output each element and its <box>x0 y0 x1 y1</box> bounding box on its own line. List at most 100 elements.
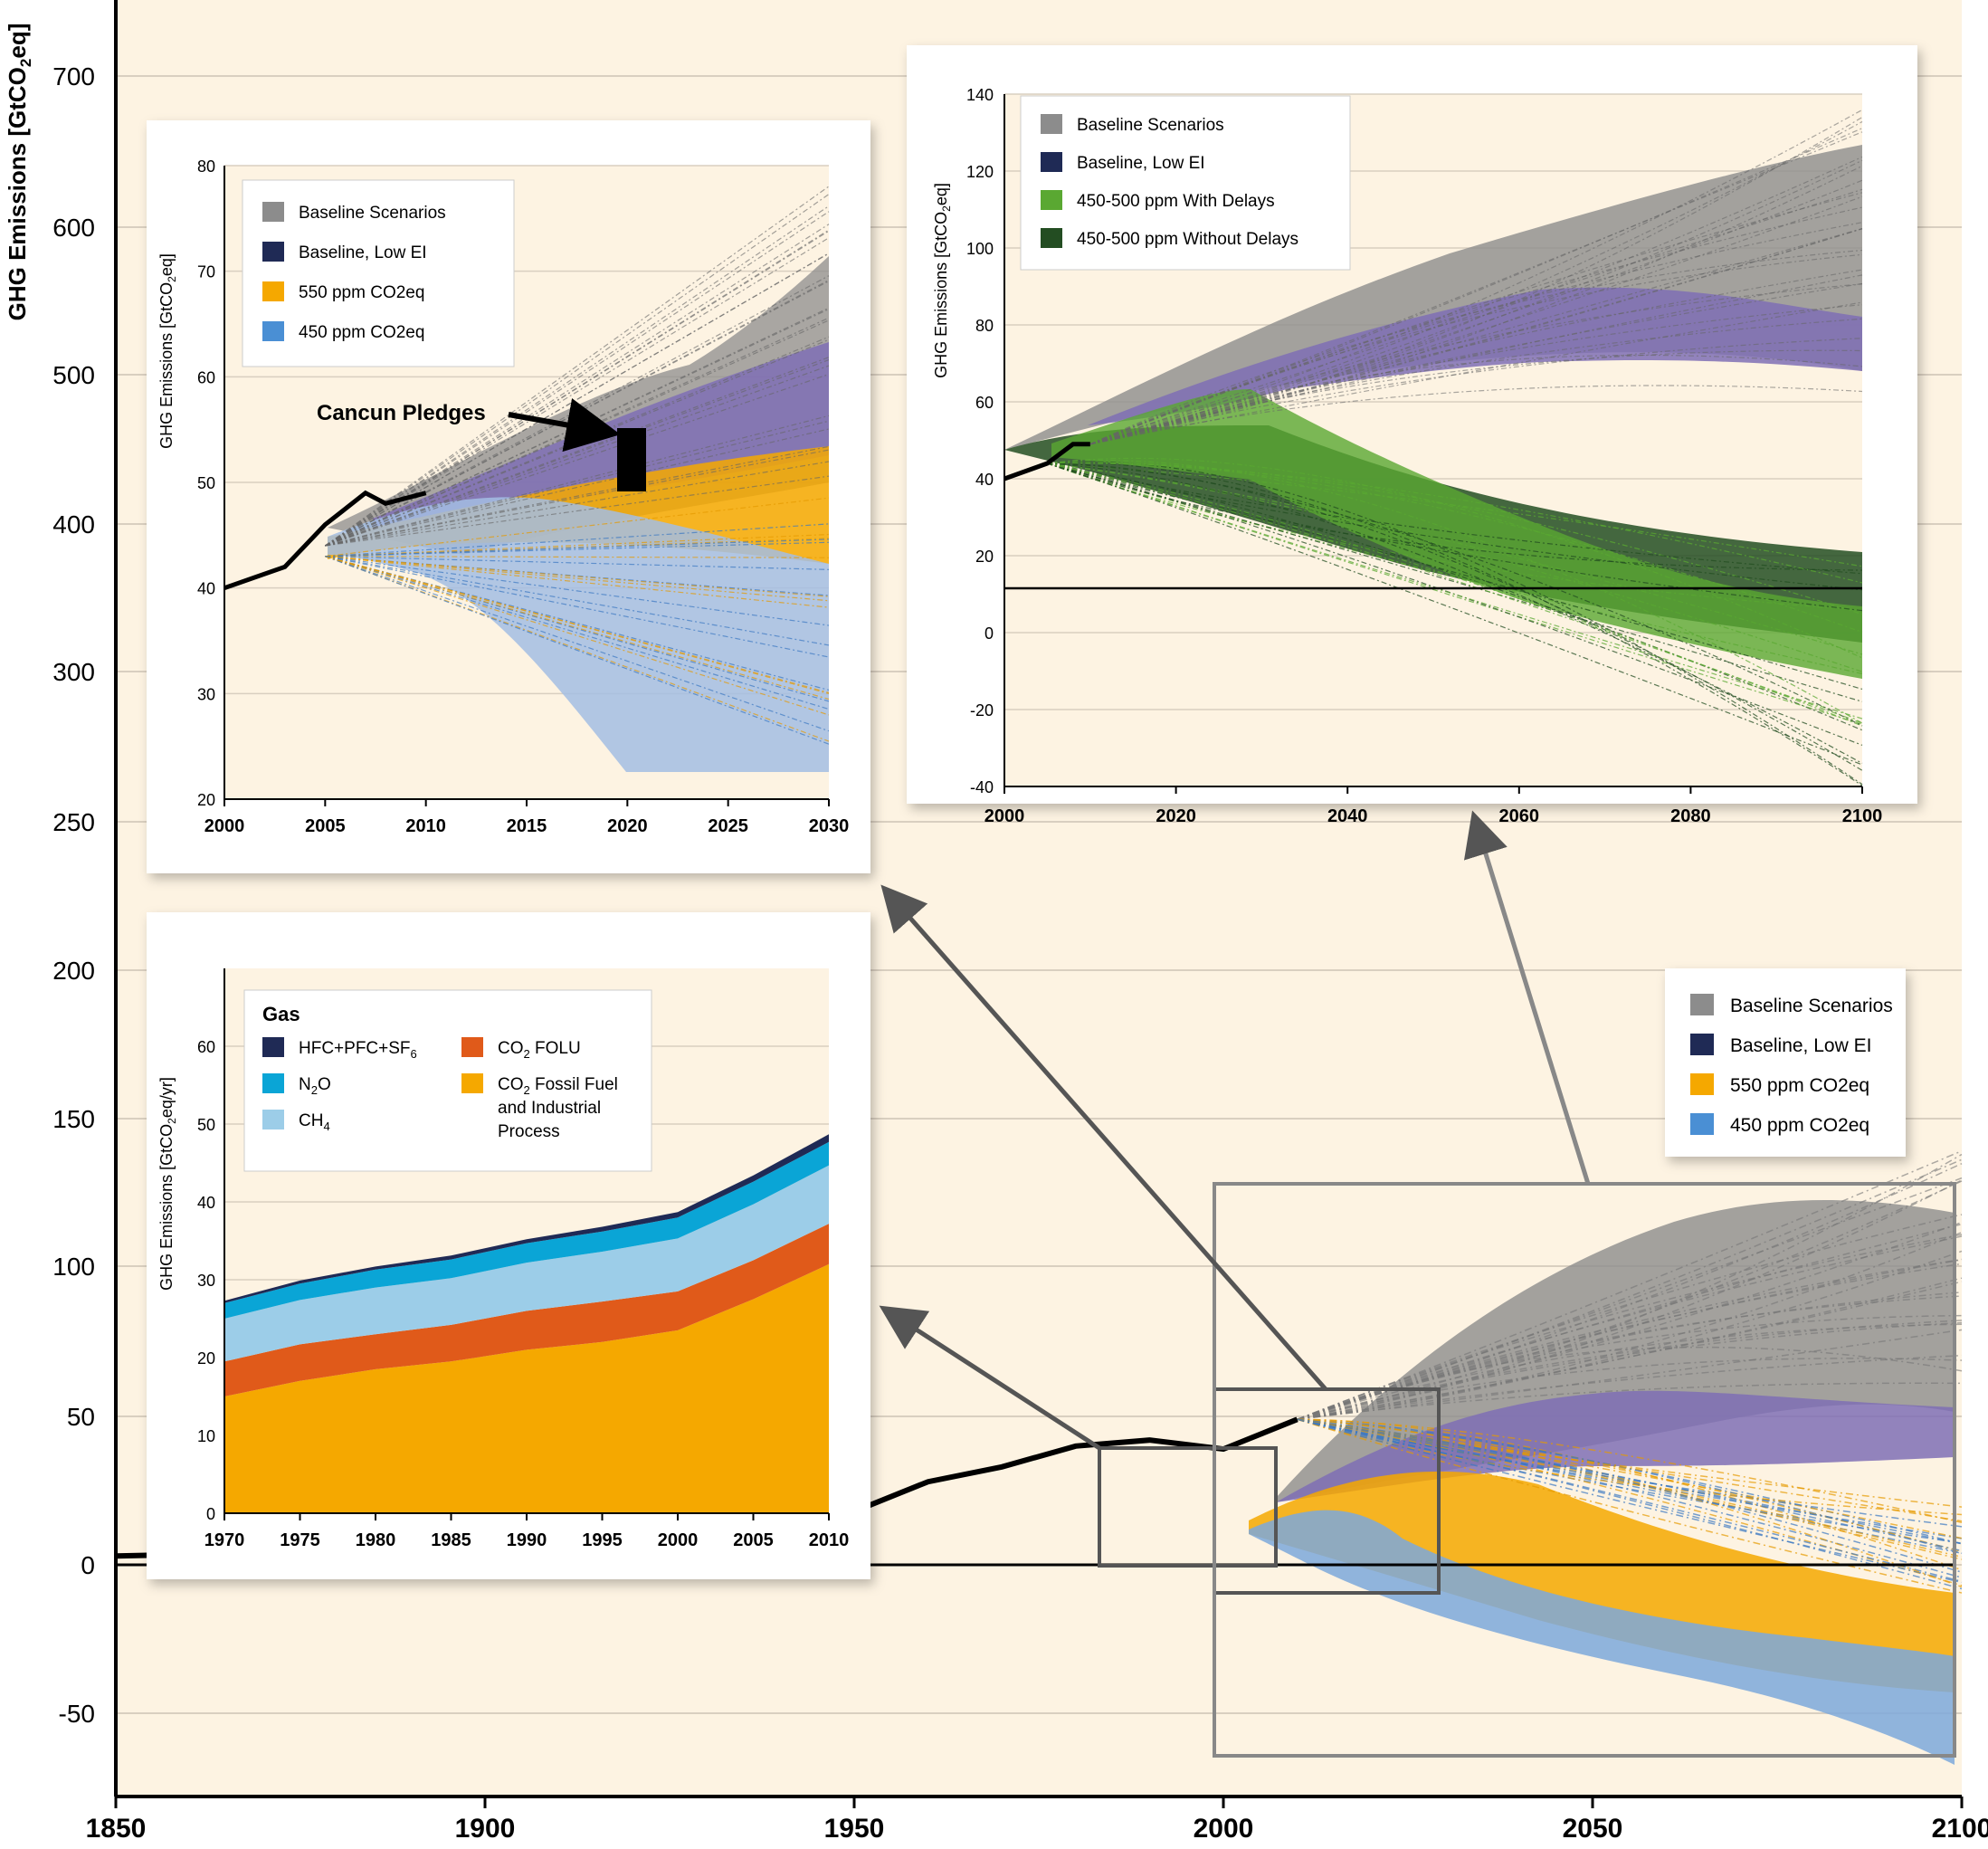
inset-gas-legend-swatch <box>262 1037 284 1057</box>
inset-2100-x-tick-label: 2060 <box>1499 806 1540 826</box>
mitigation-scenario-line <box>1297 1418 1963 1573</box>
mitigation-scenario-line <box>1297 1418 1963 1528</box>
inset-2100-y-tick-label: 80 <box>975 317 994 335</box>
inset-2030-baseline-line <box>325 415 830 547</box>
baseline-scenario-line <box>1297 1382 1963 1421</box>
inset-gas-area <box>224 1263 829 1513</box>
mitigation-scenario-line <box>1297 1418 1963 1584</box>
inset-2030-y-axis-label: GHG Emissions [GtCO2eq] <box>157 253 178 449</box>
inset-2030-mitigation-line <box>325 538 830 558</box>
main-scenario-bands <box>1249 1149 1963 1765</box>
inset-2100-y-tick-label: 100 <box>966 240 994 258</box>
inset-2100-mitigation-line <box>1047 457 1863 659</box>
main-y-axis-label: GHG Emissions [GtCO2eq] <box>4 24 34 321</box>
inset-2030-baseline-line <box>324 186 830 547</box>
main-x-tick-label: 1900 <box>455 1814 516 1844</box>
arrow-to-gas-inset <box>879 1305 1101 1451</box>
inset-2030-legend-label: 450 ppm CO2eq <box>299 323 424 342</box>
inset-2030-baseline-line <box>325 461 830 547</box>
baseline-scenario-line <box>1297 1234 1963 1420</box>
inset-2030-mitigation-line <box>325 556 830 646</box>
inset-2030-legend-swatch <box>262 202 284 222</box>
main-legend-swatch <box>1690 1034 1714 1055</box>
inset-2030-mitigation-line <box>325 556 830 701</box>
inset-gas-legend-swatch <box>262 1073 284 1093</box>
inset-2100-mitigation-line <box>1047 462 1863 746</box>
inset-2030-baseline-line <box>325 281 830 547</box>
baseline-scenario-line <box>1297 1323 1963 1420</box>
inset-gas-legend-label: and Industrial <box>498 1099 601 1118</box>
inset-2100-y-tick-label: -40 <box>970 778 994 796</box>
inset-2100-mitigation-line <box>1047 460 1863 724</box>
inset-2100-x-tick-label: 2000 <box>984 806 1025 826</box>
inset-gas-legend-label: CO2 Fossil Fuel <box>498 1075 618 1097</box>
inset-2100-mitigation-line <box>1047 462 1863 720</box>
inset-2030-legend-label: 550 ppm CO2eq <box>299 283 424 302</box>
inset-2030-mitigation-line <box>325 556 830 608</box>
inset-2030-baseline-line <box>325 420 830 547</box>
inset-2030-baseline-line <box>325 365 830 547</box>
arrow-to-2100-inset <box>1463 810 1591 1185</box>
inset-2100-y-tick-label: 20 <box>975 548 994 566</box>
inset-2030-x-tick-label: 2000 <box>205 816 245 836</box>
main-y-tick-label: 600 <box>52 214 95 242</box>
inset-2030-y-tick-labels: 80 70 60 50 40 30 20 <box>197 157 215 809</box>
inset-2030-y-tick-label: 30 <box>197 685 215 703</box>
inset-gas-y-tick-label: 40 <box>197 1194 215 1212</box>
inset-2100-mitigation-line <box>1047 462 1863 672</box>
mitigation-scenario-line <box>1297 1418 1963 1552</box>
inset-2030-baseline-line <box>325 317 830 547</box>
inset-2030-baseline-line <box>325 449 830 547</box>
mitigation-scenario-line <box>1297 1418 1963 1555</box>
inset-2100-legend: Baseline Scenarios Baseline, Low EI 450-50… <box>1020 95 1351 271</box>
inset-2100: 140 120 100 80 60 40 20 0 -20 -40 2000 2020 2040 206… <box>907 45 1917 826</box>
inset-2030-mitigation-line <box>325 556 830 745</box>
main-x-tick-label: 1850 <box>86 1814 147 1844</box>
inset-2100-y-tick-label: 140 <box>966 86 994 104</box>
inset-2030-mitigation-line <box>325 556 830 710</box>
inset-2030-mitigation-line <box>325 556 830 693</box>
inset-2100-baseline-line <box>1089 116 1863 445</box>
inset-2100-mitigation-line <box>1047 462 1863 702</box>
main-y-tick-label: -50 <box>59 1700 95 1728</box>
inset-2030-mitigation-line <box>325 556 830 658</box>
inset-2100-mitigation-line <box>1047 462 1863 731</box>
main-scenario-lines <box>1297 1149 1963 1594</box>
inset-2100-baseline-line <box>1089 253 1863 445</box>
main-450-band <box>1249 1510 1955 1765</box>
main-y-tick-label: 100 <box>52 1253 95 1281</box>
mitigation-scenario-line <box>1297 1418 1963 1594</box>
inset-gas-x-tick-label: 1985 <box>431 1530 471 1550</box>
inset-2030-mitigation-line <box>325 538 830 558</box>
inset-2030-baseline-line <box>325 230 830 547</box>
inset-2030-mitigation-line <box>325 556 830 626</box>
inset-gas-y-tick-label: 10 <box>197 1427 215 1445</box>
inset-2030-x-tick-label: 2010 <box>405 816 446 836</box>
inset-2030-legend-swatch <box>262 321 284 341</box>
inset-2030-baseline-line <box>325 336 830 547</box>
baseline-scenario-line <box>1297 1214 1963 1420</box>
main-y-tick-label: 300 <box>52 658 95 686</box>
inset-gas-area <box>224 1134 829 1303</box>
inset-2100-mitigation-line <box>1047 462 1863 575</box>
inset-2030-baseline-line <box>325 373 830 547</box>
inset-2100-mitigation-line <box>1047 462 1863 634</box>
inset-2100-legend-label: Baseline, Low EI <box>1077 154 1205 173</box>
inset-2030-y-tick-label: 20 <box>197 791 215 809</box>
main-legend-label: 550 ppm CO2eq <box>1730 1075 1869 1096</box>
main-legend-label: 450 ppm CO2eq <box>1730 1115 1869 1136</box>
inset-2030-baseline-line <box>325 445 830 547</box>
inset-2030-mitigation-line <box>325 497 830 558</box>
baseline-scenario-line <box>1297 1358 1963 1421</box>
inset-2030-x-tick-label: 2015 <box>507 816 547 836</box>
inset-gas-legend-swatch <box>461 1037 483 1057</box>
inset-gas-legend-label: Process <box>498 1122 560 1141</box>
main-y-tick-label: 400 <box>52 510 95 538</box>
inset-gas-x-tick-label: 2005 <box>733 1530 774 1550</box>
inset-gas-x-tick-label: 1995 <box>582 1530 623 1550</box>
inset-2030-baseline-line <box>325 224 830 547</box>
inset-gas-y-tick-label: 50 <box>197 1116 215 1134</box>
inset-2030-legend-swatch <box>262 281 284 301</box>
